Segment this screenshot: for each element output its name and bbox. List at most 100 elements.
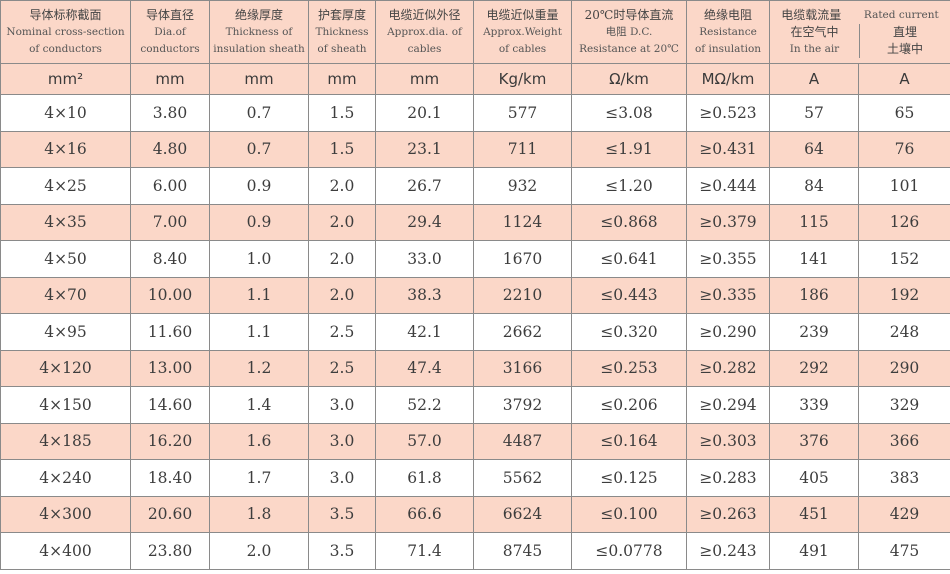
table-cell: 29.4 <box>375 203 474 241</box>
table-row: 4×185 16.20 1.6 3.0 57.0 4487 ≤0.164 ≥0.303 376 3… <box>0 422 950 460</box>
table-cell: 1670 <box>473 240 572 278</box>
table-cell: 4×300 <box>0 495 131 533</box>
table-cell: 2.0 <box>308 240 376 278</box>
table-cell: 16.20 <box>130 422 210 460</box>
header-insulation-resistance: 绝缘电阻 Resistance of insulation <box>686 0 770 64</box>
table-cell: 292 <box>769 349 859 387</box>
rated-current-zh: 电缆载流量 <box>781 7 842 22</box>
table-cell: ≥0.243 <box>686 532 770 570</box>
table-cell: ≥0.303 <box>686 422 770 460</box>
header-cable-dia: 电缆近似外径 Approx.dia. of cables <box>375 0 474 64</box>
table-cell: ≥0.294 <box>686 386 770 424</box>
table-cell: 101 <box>857 167 950 205</box>
table-cell: 3.0 <box>308 459 376 497</box>
table-row: 4×70 10.00 1.1 2.0 38.3 2210 ≤0.443 ≥0.335 186 19… <box>0 276 950 314</box>
table-cell: 0.7 <box>209 94 309 132</box>
table-cell: 290 <box>857 349 950 387</box>
unit-cell: mm² <box>0 63 131 95</box>
table-cell: 4.80 <box>130 130 210 168</box>
table-cell: 1124 <box>473 203 572 241</box>
table-cell: 76 <box>857 130 950 168</box>
unit-cell: mm <box>130 63 210 95</box>
table-cell: 329 <box>857 386 950 424</box>
table-cell: 4×25 <box>0 167 131 205</box>
units-row: mm² mm mm mm mm Kg/km Ω/km MΩ/km A A <box>0 63 950 95</box>
table-cell: ≥0.523 <box>686 94 770 132</box>
table-cell: 8745 <box>473 532 572 570</box>
table-cell: 13.00 <box>130 349 210 387</box>
header-dc-resistance: 20℃时导体直流 电阻 D.C. Resistance at 20℃ <box>571 0 687 64</box>
table-cell: 3.5 <box>308 532 376 570</box>
table-cell: 366 <box>857 422 950 460</box>
table-cell: ≥0.290 <box>686 313 770 351</box>
table-row: 4×35 7.00 0.9 2.0 29.4 1124 ≤0.868 ≥0.379 115 126 <box>0 203 950 241</box>
table-cell: 4×95 <box>0 313 131 351</box>
table-cell: 2.5 <box>308 313 376 351</box>
unit-cell: A <box>857 63 950 95</box>
table-cell: 10.00 <box>130 276 210 314</box>
table-cell: 38.3 <box>375 276 474 314</box>
table-cell: 3.80 <box>130 94 210 132</box>
table-row: 4×50 8.40 1.0 2.0 33.0 1670 ≤0.641 ≥0.355 141 152 <box>0 240 950 278</box>
table-cell: ≤0.206 <box>571 386 687 424</box>
table-cell: ≥0.282 <box>686 349 770 387</box>
table-row: 4×95 11.60 1.1 2.5 42.1 2662 ≤0.320 ≥0.290 239 24… <box>0 313 950 351</box>
table-cell: 2.0 <box>308 276 376 314</box>
table-cell: 2.0 <box>308 203 376 241</box>
table-cell: ≥0.263 <box>686 495 770 533</box>
table-cell: ≤0.868 <box>571 203 687 241</box>
table-cell: 14.60 <box>130 386 210 424</box>
table-cell: 6624 <box>473 495 572 533</box>
table-cell: 475 <box>857 532 950 570</box>
table-cell: ≤3.08 <box>571 94 687 132</box>
table-row: 4×400 23.80 2.0 3.5 71.4 8745 ≤0.0778 ≥0.243 491… <box>0 532 950 570</box>
table-cell: ≥0.355 <box>686 240 770 278</box>
unit-cell: A <box>769 63 859 95</box>
table-cell: 192 <box>857 276 950 314</box>
table-cell: ≥0.379 <box>686 203 770 241</box>
table-row: 4×300 20.60 1.8 3.5 66.6 6624 ≤0.100 ≥0.263 451 4… <box>0 495 950 533</box>
table-cell: 57.0 <box>375 422 474 460</box>
table-cell: 2.0 <box>308 167 376 205</box>
table-cell: 4×10 <box>0 94 131 132</box>
table-cell: 405 <box>769 459 859 497</box>
table-cell: 152 <box>857 240 950 278</box>
table-cell: 1.5 <box>308 94 376 132</box>
table-cell: 339 <box>769 386 859 424</box>
header-sheath-thickness: 护套厚度 Thickness of sheath <box>308 0 376 64</box>
table-cell: 3792 <box>473 386 572 424</box>
table-cell: 451 <box>769 495 859 533</box>
table-row: 4×25 6.00 0.9 2.0 26.7 932 ≤1.20 ≥0.444 84 101 <box>0 167 950 205</box>
table-cell: 5562 <box>473 459 572 497</box>
table-row: 4×240 18.40 1.7 3.0 61.8 5562 ≤0.125 ≥0.283 405 3… <box>0 459 950 497</box>
table-cell: 20.60 <box>130 495 210 533</box>
unit-cell: Ω/km <box>571 63 687 95</box>
table-cell: 0.7 <box>209 130 309 168</box>
table-cell: 1.0 <box>209 240 309 278</box>
table-cell: 126 <box>857 203 950 241</box>
table-cell: 577 <box>473 94 572 132</box>
table-cell: ≤1.91 <box>571 130 687 168</box>
table-cell: 4×50 <box>0 240 131 278</box>
table-cell: 4×16 <box>0 130 131 168</box>
table-cell: 3.5 <box>308 495 376 533</box>
table-cell: 47.4 <box>375 349 474 387</box>
table-cell: 26.7 <box>375 167 474 205</box>
header-cable-weight: 电缆近似重量 Approx.Weight of cables <box>473 0 572 64</box>
table-cell: 0.9 <box>209 203 309 241</box>
table-cell: ≤0.253 <box>571 349 687 387</box>
table-cell: 20.1 <box>375 94 474 132</box>
table-row: 4×120 13.00 1.2 2.5 47.4 3166 ≤0.253 ≥0.282 292 2… <box>0 349 950 387</box>
table-cell: 11.60 <box>130 313 210 351</box>
header-row: 导体标称截面 Nominal cross-section of conducto… <box>0 0 950 64</box>
table-cell: 4×70 <box>0 276 131 314</box>
table-cell: 383 <box>857 459 950 497</box>
table-cell: 2.5 <box>308 349 376 387</box>
table-cell: 6.00 <box>130 167 210 205</box>
table-cell: 1.8 <box>209 495 309 533</box>
table-cell: 1.6 <box>209 422 309 460</box>
header-rated-current: 电缆载流量 Rated current 在空气中 In the air 直埋 土… <box>768 0 950 64</box>
table-cell: ≤0.641 <box>571 240 687 278</box>
table-cell: 4487 <box>473 422 572 460</box>
